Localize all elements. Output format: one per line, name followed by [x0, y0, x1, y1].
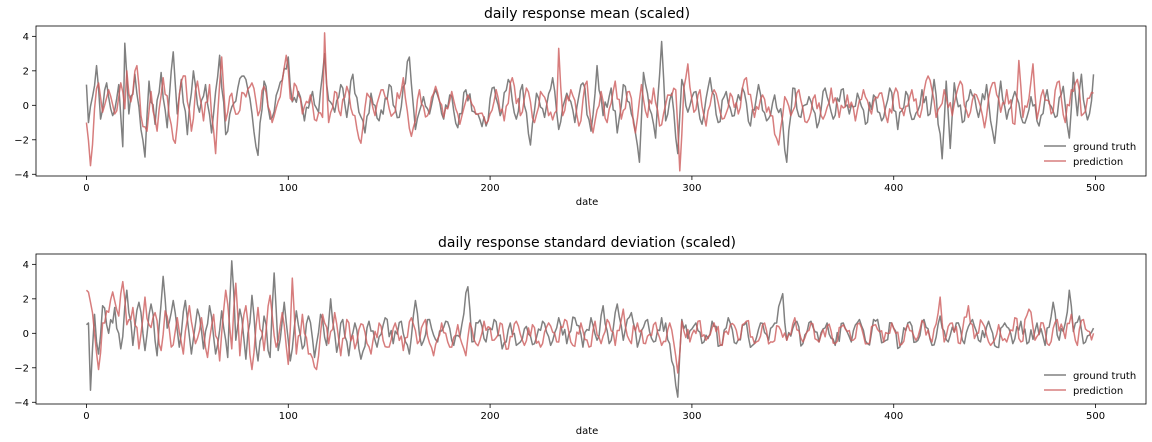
series-line-prediction: [85, 277, 1095, 374]
x-tick-label: 200: [481, 411, 500, 422]
axes-frame: [35, 253, 1147, 405]
chart-title: daily response standard deviation (scale…: [438, 235, 736, 251]
y-tick-label: 2: [23, 294, 29, 305]
chart-title: daily response mean (scaled): [484, 6, 690, 22]
x-tick-label: 100: [279, 411, 298, 422]
x-ticks: 0 100 200 300 400 500: [83, 176, 1105, 194]
axes-frame: [35, 25, 1147, 177]
y-ticks: −4 −2 0 2 4: [14, 32, 36, 181]
x-tick-label: 300: [682, 183, 701, 194]
x-axis-label: date: [576, 197, 599, 208]
x-tick-label: 100: [279, 183, 298, 194]
series-line-prediction: [85, 32, 1094, 172]
x-tick-label: 0: [83, 183, 89, 194]
subplot-std: daily response standard deviation (scale…: [14, 235, 1147, 437]
plot-area: [85, 32, 1095, 172]
x-tick-label: 500: [1086, 183, 1105, 194]
y-tick-label: −2: [14, 363, 29, 374]
legend: ground truth prediction: [1044, 142, 1136, 168]
x-ticks: 0 100 200 300 400 500: [83, 404, 1105, 422]
y-tick-label: 0: [23, 101, 29, 112]
x-tick-label: 400: [884, 411, 903, 422]
x-tick-label: 0: [83, 411, 89, 422]
subplot-mean: daily response mean (scaled) 0 100 200 300 4…: [14, 6, 1147, 208]
legend-label-prediction: prediction: [1073, 386, 1123, 397]
x-axis-label: date: [576, 426, 599, 437]
y-tick-label: −4: [14, 170, 29, 181]
legend-label-ground-truth: ground truth: [1073, 371, 1136, 382]
series-line-ground-truth: [85, 260, 1095, 398]
y-tick-label: 4: [23, 32, 29, 43]
legend-label-prediction: prediction: [1073, 157, 1123, 168]
legend: ground truth prediction: [1044, 371, 1136, 397]
x-tick-label: 500: [1086, 411, 1105, 422]
y-tick-label: 0: [23, 329, 29, 340]
x-tick-label: 300: [682, 411, 701, 422]
y-tick-label: 2: [23, 66, 29, 77]
y-ticks: −4 −2 0 2 4: [14, 260, 36, 409]
plot-area: [85, 260, 1095, 398]
x-tick-label: 400: [884, 183, 903, 194]
y-tick-label: −2: [14, 135, 29, 146]
x-tick-label: 200: [481, 183, 500, 194]
y-tick-label: −4: [14, 398, 29, 409]
legend-label-ground-truth: ground truth: [1073, 142, 1136, 153]
y-tick-label: 4: [23, 260, 29, 271]
series-line-ground-truth: [85, 40, 1095, 163]
